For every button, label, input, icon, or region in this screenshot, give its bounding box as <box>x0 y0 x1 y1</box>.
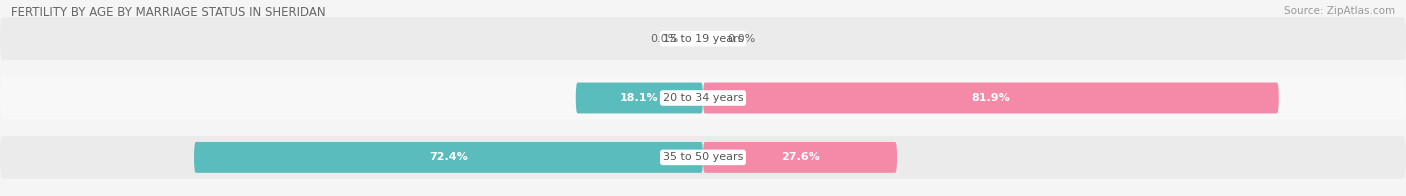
FancyBboxPatch shape <box>0 17 1406 60</box>
FancyBboxPatch shape <box>576 83 703 113</box>
Text: 81.9%: 81.9% <box>972 93 1011 103</box>
Text: 20 to 34 years: 20 to 34 years <box>662 93 744 103</box>
FancyBboxPatch shape <box>0 77 1406 119</box>
Text: 0.0%: 0.0% <box>728 34 756 44</box>
Text: 18.1%: 18.1% <box>620 93 658 103</box>
Text: 15 to 19 years: 15 to 19 years <box>662 34 744 44</box>
Text: 35 to 50 years: 35 to 50 years <box>662 152 744 162</box>
FancyBboxPatch shape <box>0 136 1406 179</box>
Text: FERTILITY BY AGE BY MARRIAGE STATUS IN SHERIDAN: FERTILITY BY AGE BY MARRIAGE STATUS IN S… <box>11 6 326 19</box>
Text: 72.4%: 72.4% <box>429 152 468 162</box>
FancyBboxPatch shape <box>194 142 703 173</box>
Text: Source: ZipAtlas.com: Source: ZipAtlas.com <box>1284 6 1395 16</box>
Text: 0.0%: 0.0% <box>650 34 678 44</box>
FancyBboxPatch shape <box>703 83 1279 113</box>
Text: 27.6%: 27.6% <box>780 152 820 162</box>
FancyBboxPatch shape <box>703 142 897 173</box>
